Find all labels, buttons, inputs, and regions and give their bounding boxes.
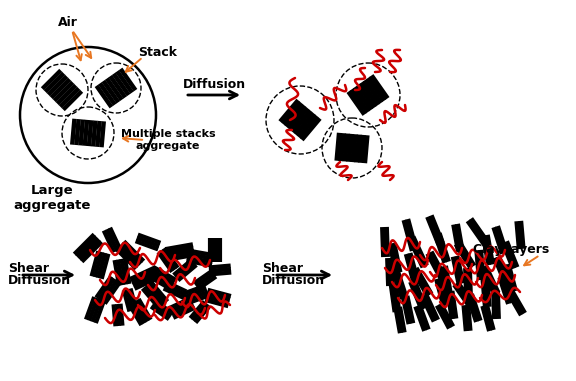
Text: Diffusion: Diffusion bbox=[183, 77, 245, 91]
Text: Multiple stacks
aggregate: Multiple stacks aggregate bbox=[121, 129, 215, 151]
Text: Large
aggregate: Large aggregate bbox=[13, 184, 90, 212]
Text: Diffusion: Diffusion bbox=[8, 274, 71, 287]
Text: Shear: Shear bbox=[8, 261, 49, 274]
Text: Air: Air bbox=[58, 16, 78, 29]
Text: Clay layers: Clay layers bbox=[473, 243, 549, 256]
Text: Shear: Shear bbox=[262, 261, 303, 274]
Text: Diffusion: Diffusion bbox=[262, 274, 325, 287]
Text: Stack: Stack bbox=[138, 45, 177, 59]
